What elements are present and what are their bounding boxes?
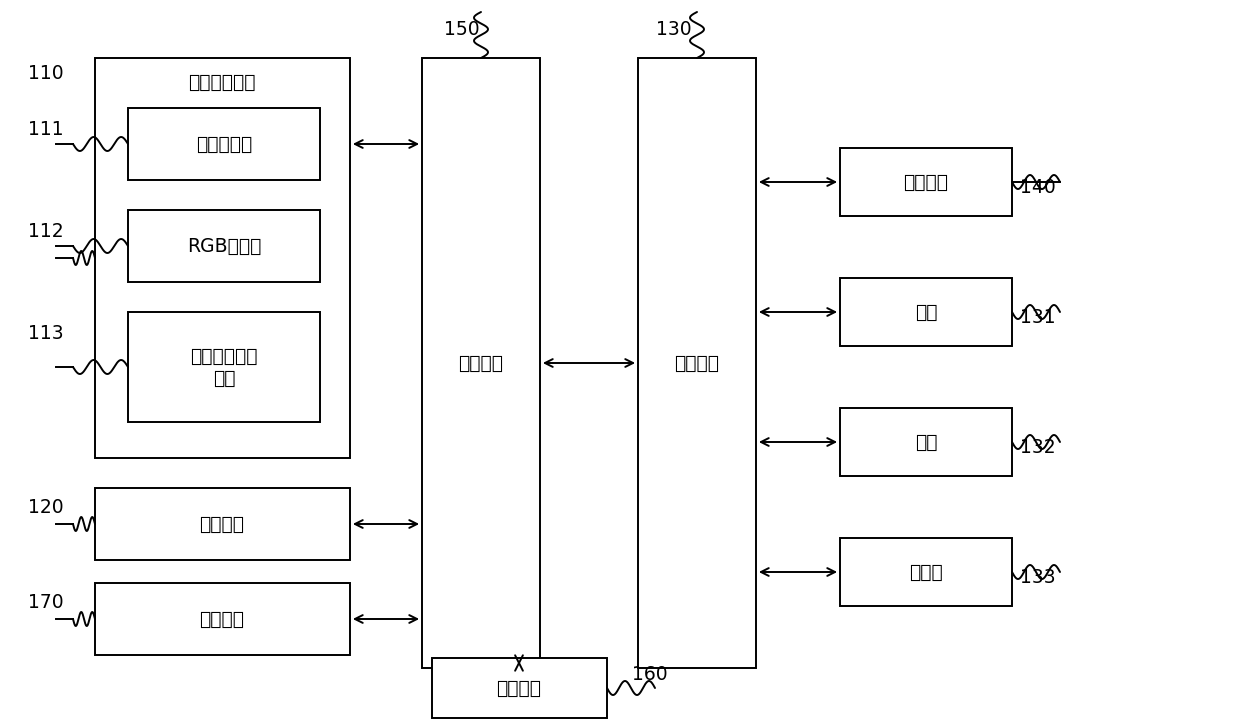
Text: 导向轮: 导向轮: [909, 563, 942, 581]
Text: 111: 111: [29, 120, 63, 139]
Bar: [128, 108, 320, 180]
Text: 深度传感器: 深度传感器: [196, 135, 252, 154]
Bar: [639, 58, 756, 668]
Text: 131: 131: [1021, 308, 1055, 327]
Text: 120: 120: [29, 498, 63, 517]
Text: 处理单元: 处理单元: [459, 354, 503, 373]
Text: 左轮: 左轮: [915, 302, 937, 321]
Bar: [839, 148, 1012, 216]
Bar: [839, 278, 1012, 346]
Text: 130: 130: [656, 20, 692, 39]
Text: RGB传感器: RGB传感器: [187, 236, 262, 255]
Bar: [95, 488, 350, 560]
Text: 133: 133: [1021, 568, 1055, 587]
Bar: [839, 408, 1012, 476]
Text: 存储单元: 存储单元: [496, 679, 542, 697]
Text: 140: 140: [1021, 178, 1055, 197]
Text: 检测单元: 检测单元: [200, 610, 244, 629]
Bar: [128, 210, 320, 282]
Bar: [128, 312, 320, 422]
Bar: [839, 538, 1012, 606]
Text: 170: 170: [29, 593, 63, 612]
Text: 右轮: 右轮: [915, 433, 937, 452]
Text: 160: 160: [632, 665, 667, 684]
Bar: [422, 58, 539, 668]
Text: 110: 110: [29, 64, 63, 83]
Text: 结构光图像传
感器: 结构光图像传 感器: [190, 347, 258, 387]
Text: 150: 150: [444, 20, 480, 39]
Text: 驱动单元: 驱动单元: [675, 354, 719, 373]
Text: 112: 112: [29, 222, 63, 241]
Bar: [95, 58, 350, 458]
Bar: [95, 583, 350, 655]
Text: 图像捕获单元: 图像捕获单元: [188, 72, 255, 91]
Text: 113: 113: [29, 324, 63, 343]
Text: 132: 132: [1021, 438, 1055, 457]
Text: 清扫单元: 清扫单元: [904, 173, 949, 191]
Text: 电池单元: 电池单元: [200, 515, 244, 534]
Bar: [432, 658, 608, 718]
